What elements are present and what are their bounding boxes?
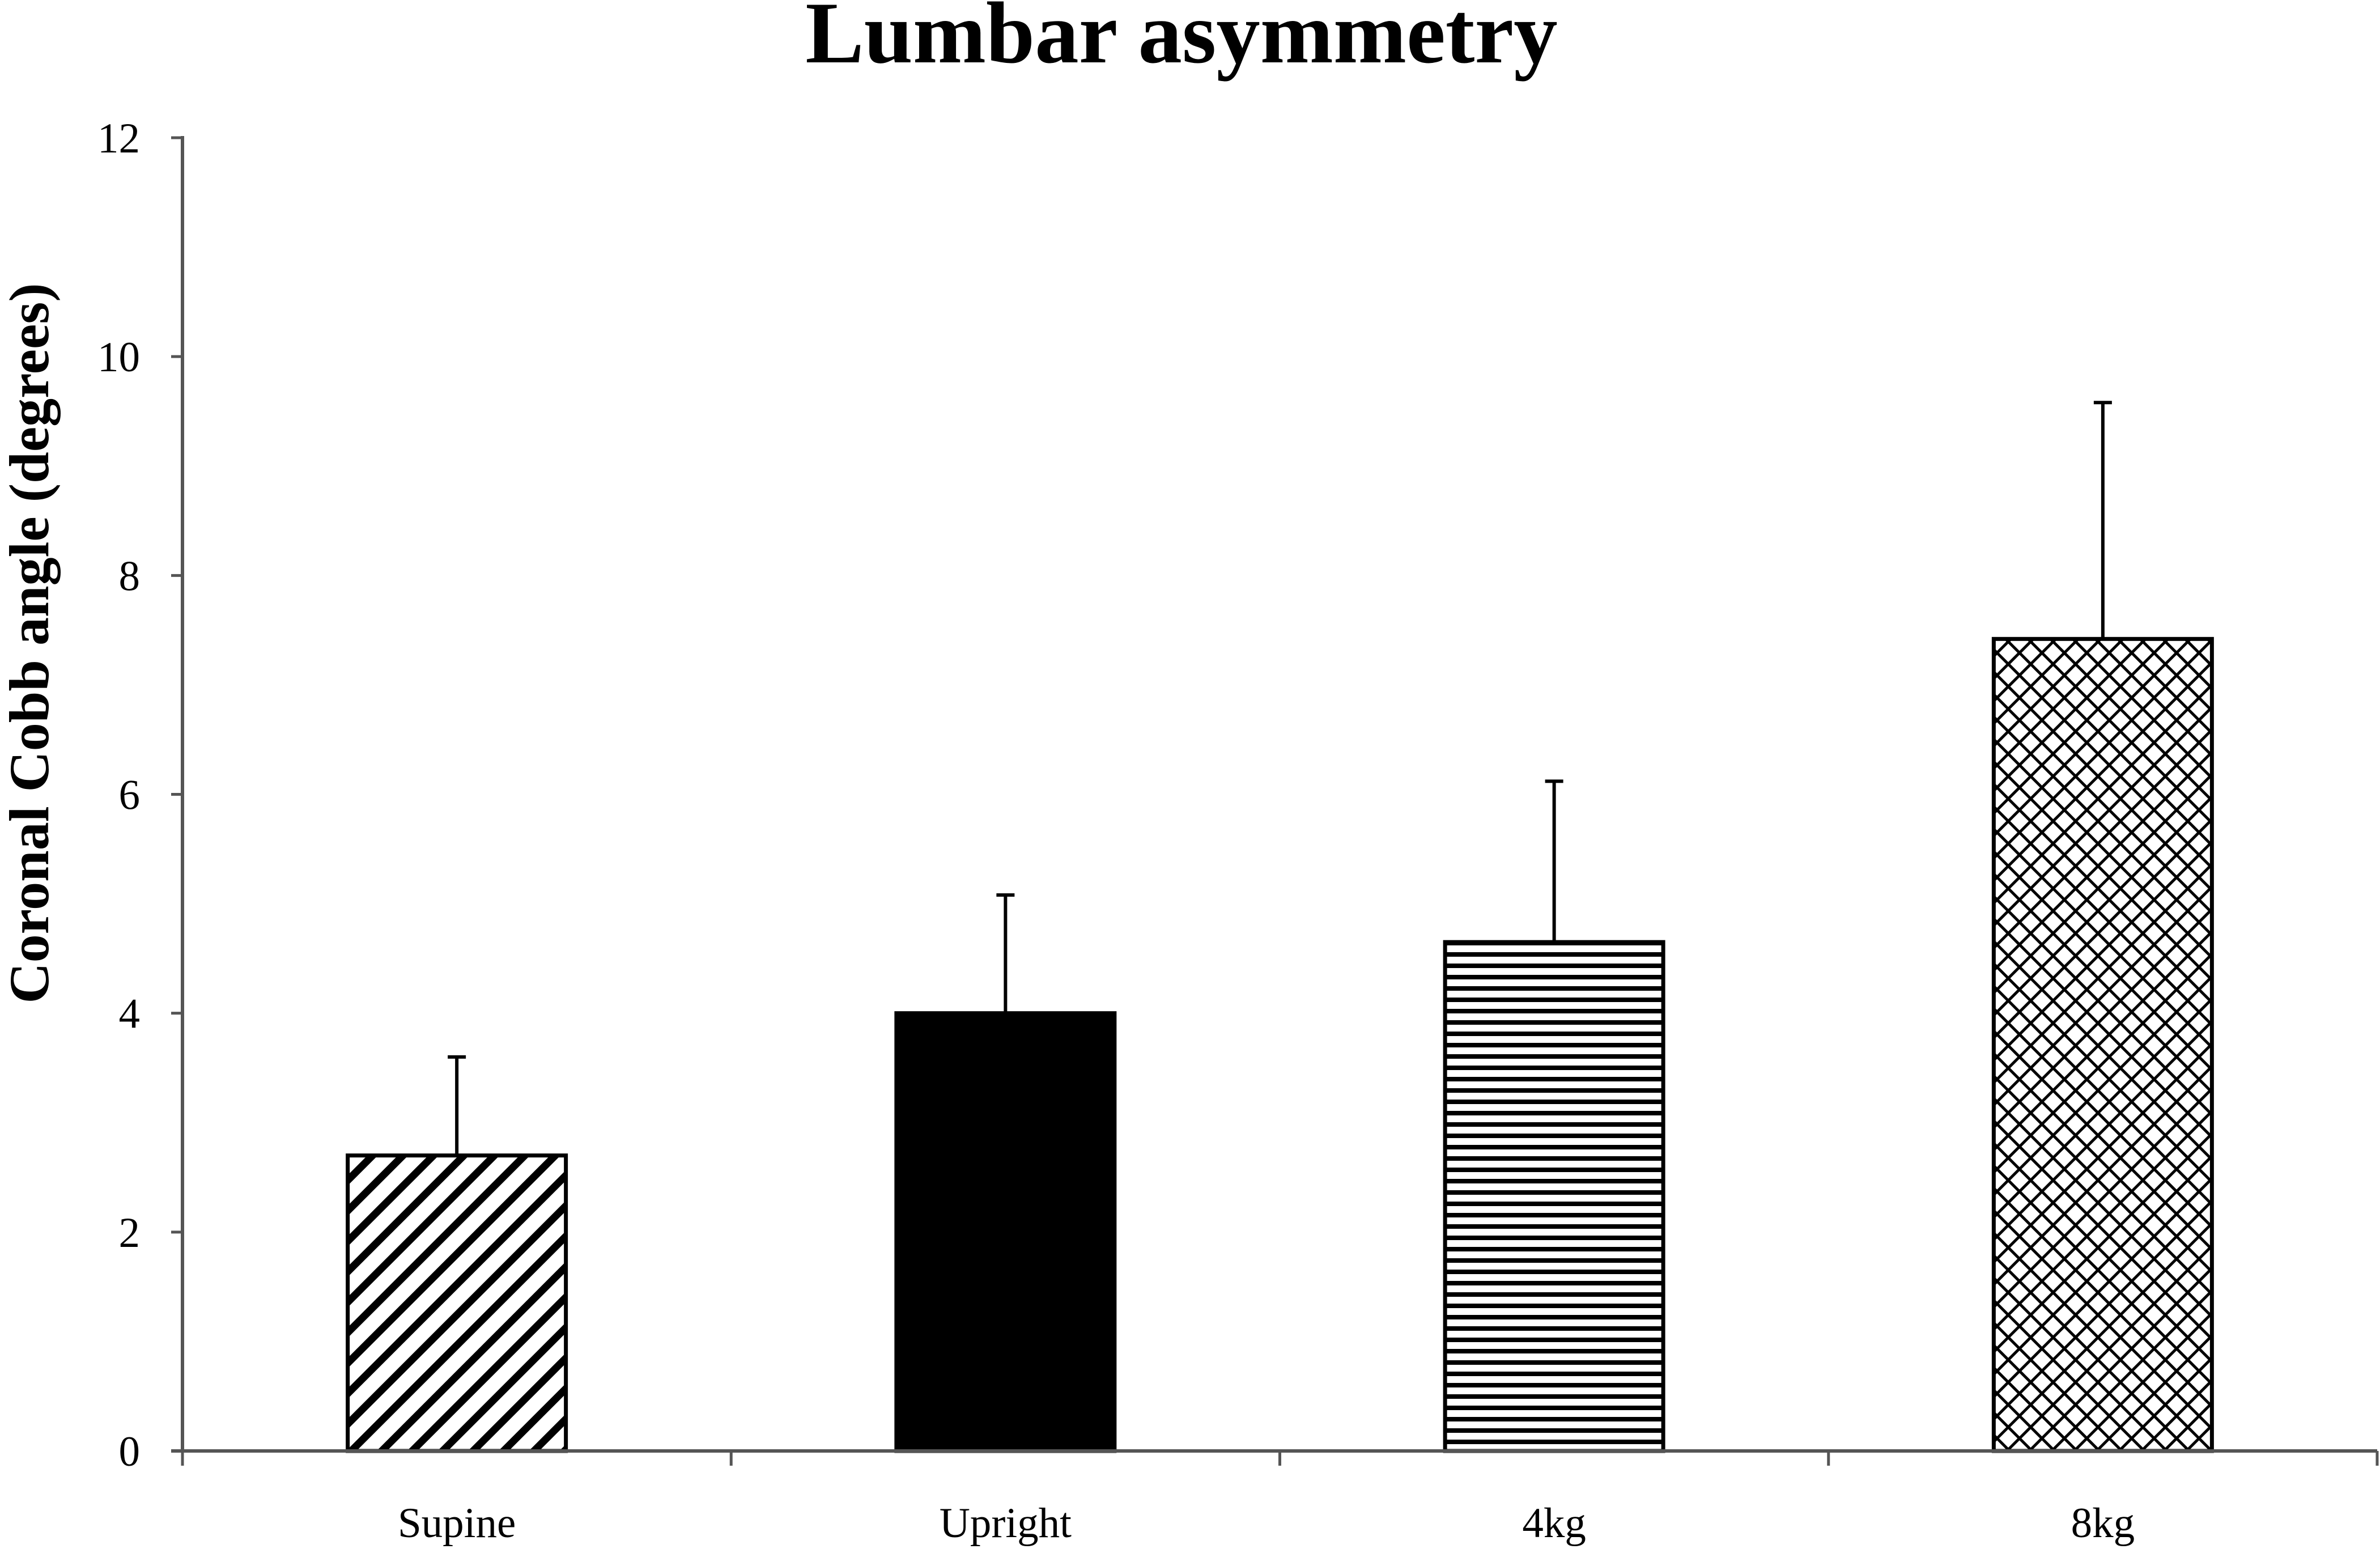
x-tick-label-supine: Supine: [398, 1500, 516, 1547]
bar-4kg: [1443, 940, 1665, 1453]
x-tick-label-upright: Upright: [940, 1500, 1072, 1547]
y-tick-label-4: 4: [119, 991, 141, 1038]
y-tick-label-2: 2: [119, 1210, 141, 1257]
bar-supine: [346, 1153, 568, 1453]
y-tick-label-6: 6: [119, 772, 141, 819]
x-tick-label-4kg: 4kg: [1522, 1500, 1586, 1547]
bar-upright: [894, 1011, 1117, 1453]
y-tick-label-12: 12: [97, 115, 140, 162]
y-tick-label-0: 0: [119, 1428, 141, 1475]
y-tick-label-10: 10: [97, 334, 140, 381]
bar-8kg: [1991, 636, 2214, 1453]
chart-title: Lumbar asymmetry: [805, 0, 1557, 82]
x-tick-label-8kg: 8kg: [2071, 1500, 2135, 1547]
y-axis-label: Coronal Cobb angle (degrees): [0, 283, 61, 1003]
plot-area: Supine Upright 4kg 8kg 0 2 4 6 8 10 12: [97, 115, 2379, 1547]
y-tick-label-8: 8: [119, 553, 141, 600]
